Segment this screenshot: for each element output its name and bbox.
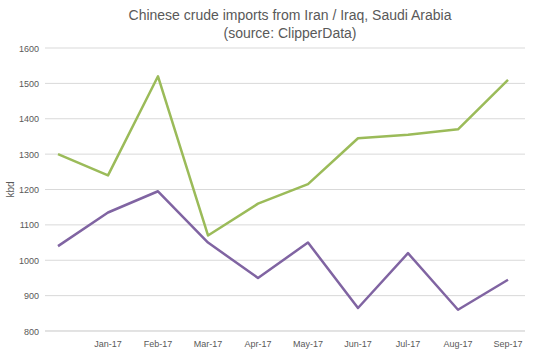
x-axis-line: [45, 331, 525, 332]
grid-line: [45, 224, 525, 225]
y-tick-label: 1400: [19, 114, 39, 124]
subtitle: (source: ClipperData): [223, 25, 356, 41]
x-tick-label: Mar-17: [194, 339, 223, 349]
y-tick-label: 1600: [19, 44, 39, 54]
y-tick-label: 1200: [19, 185, 39, 195]
y-tick-label: 1100: [20, 220, 39, 230]
grid-line: [45, 118, 525, 119]
series-line: [58, 76, 508, 235]
x-tick-label: Jul-17: [396, 339, 421, 349]
x-tick-label: Jan-17: [94, 339, 122, 349]
grid-line: [45, 189, 525, 190]
y-tick-label: 1300: [19, 150, 39, 160]
y-axis-label: kbd: [5, 181, 16, 197]
grid-line: [45, 48, 525, 49]
x-tick-label: Sep-17: [493, 339, 522, 349]
x-tick-label: Feb-17: [144, 339, 173, 349]
chart: Chinese crude imports from Iran / Iraq, …: [0, 0, 550, 359]
series-line: [58, 191, 508, 309]
grid-line: [45, 331, 525, 332]
y-tick-label: 800: [24, 327, 39, 337]
y-tick-label: 1500: [19, 79, 39, 89]
grid-line: [45, 295, 525, 296]
x-tick-label: Apr-17: [244, 339, 271, 349]
x-tick-label: Aug-17: [443, 339, 472, 349]
grid-line: [45, 154, 525, 155]
grid-line: [45, 83, 525, 84]
plot-area: [58, 76, 508, 309]
x-tick-label: May-17: [293, 339, 323, 349]
x-tick-label: Jun-17: [344, 339, 372, 349]
chart-container: Chinese crude imports from Iran / Iraq, …: [0, 0, 550, 359]
y-tick-label: 1000: [19, 256, 39, 266]
y-tick-label: 900: [24, 291, 39, 301]
title: Chinese crude imports from Iran / Iraq, …: [129, 7, 452, 23]
